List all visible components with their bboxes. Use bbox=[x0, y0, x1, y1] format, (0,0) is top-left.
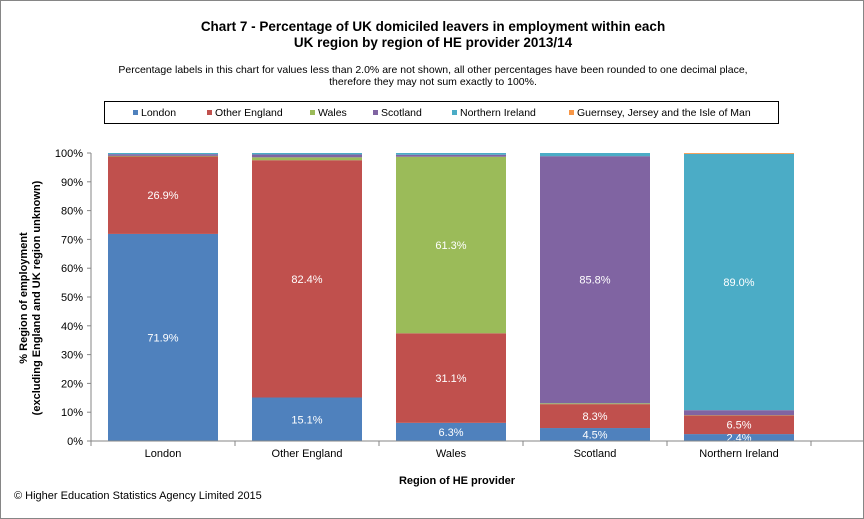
data-label: 26.9% bbox=[147, 190, 178, 202]
data-label: 61.3% bbox=[435, 240, 466, 252]
bar-segment bbox=[540, 153, 650, 157]
y-axis-title-line-2: (excluding England and UK region unknown… bbox=[31, 180, 43, 415]
bar-segment bbox=[684, 153, 794, 154]
data-label: 89.0% bbox=[723, 277, 754, 289]
data-label: 6.3% bbox=[438, 427, 463, 439]
chart-subtitle-line-1: Percentage labels in this chart for valu… bbox=[118, 64, 748, 76]
x-tick-label: Northern Ireland bbox=[699, 448, 779, 460]
y-tick-label: 60% bbox=[61, 263, 83, 275]
chart-title-line-1: Chart 7 - Percentage of UK domiciled lea… bbox=[200, 19, 666, 34]
data-label: 6.5% bbox=[726, 420, 751, 432]
data-label: 4.5% bbox=[582, 430, 607, 442]
legend-swatch-other-england bbox=[207, 110, 212, 115]
data-label: 31.1% bbox=[435, 373, 466, 385]
copyright-footer: © Higher Education Statistics Agency Lim… bbox=[14, 490, 262, 502]
chart-subtitle-line-2: therefore they may not sum exactly to 10… bbox=[329, 76, 537, 88]
data-labels-group: 71.9% 26.9% 15.1% 82.4% 6.3% 31.1% 61.3% 4.5% 8.… bbox=[147, 190, 754, 444]
bar-segment bbox=[108, 155, 218, 157]
bars-group bbox=[108, 153, 794, 441]
x-axis: London Other England Wales Scotland Northern… bbox=[90, 440, 863, 460]
x-tick-label: London bbox=[145, 448, 182, 460]
bar-segment bbox=[396, 422, 506, 441]
bar-segment bbox=[396, 153, 506, 155]
bar-segment bbox=[396, 156, 506, 334]
y-tick-label: 70% bbox=[61, 234, 83, 246]
bar-segment bbox=[108, 156, 218, 234]
legend-item-scotland: Scotland bbox=[373, 107, 422, 119]
y-tick-label: 50% bbox=[61, 292, 83, 304]
legend-swatch-scotland bbox=[373, 110, 378, 115]
x-tick-label: Other England bbox=[272, 448, 343, 460]
chart-subtitle: Percentage labels in this chart for valu… bbox=[1, 64, 864, 88]
legend-label-other-england: Other England bbox=[215, 107, 283, 119]
bar-segment bbox=[684, 410, 794, 416]
y-tick-label: 20% bbox=[61, 378, 83, 390]
chart-title-line-2: UK region by region of HE provider 2013/… bbox=[293, 35, 573, 50]
legend-label-guernsey-jersey-iom: Guernsey, Jersey and the Isle of Man bbox=[577, 107, 751, 119]
y-axis: 0% 10% 20% 30% 40% 50% 60% 70% 80% 90% 100% bbox=[55, 148, 92, 448]
legend-item-wales: Wales bbox=[310, 107, 347, 119]
chart-title: Chart 7 - Percentage of UK domiciled lea… bbox=[1, 19, 864, 51]
legend-item-northern-ireland: Northern Ireland bbox=[452, 107, 536, 119]
bar-segment bbox=[684, 153, 794, 411]
bar-segment bbox=[684, 415, 794, 435]
data-label: 15.1% bbox=[291, 414, 322, 426]
legend-swatch-london bbox=[133, 110, 138, 115]
legend-label-northern-ireland: Northern Ireland bbox=[460, 107, 536, 119]
legend-label-wales: Wales bbox=[318, 107, 347, 119]
bar-segment bbox=[108, 153, 218, 155]
bar-segment bbox=[252, 153, 362, 155]
legend-label-scotland: Scotland bbox=[381, 107, 422, 119]
chart-legend: London Other England Wales Scotland Nort… bbox=[104, 101, 779, 124]
bar-segment bbox=[684, 434, 794, 441]
bar-segment bbox=[252, 157, 362, 161]
bar-segment bbox=[540, 404, 650, 429]
data-label: 71.9% bbox=[147, 332, 178, 344]
y-tick-label: 30% bbox=[61, 350, 83, 362]
data-label: 85.8% bbox=[579, 275, 610, 287]
legend-swatch-northern-ireland bbox=[452, 110, 457, 115]
y-tick-label: 80% bbox=[61, 206, 83, 218]
legend-item-guernsey-jersey-iom: Guernsey, Jersey and the Isle of Man bbox=[569, 107, 751, 119]
data-label: 82.4% bbox=[291, 274, 322, 286]
bar-segment bbox=[540, 156, 650, 404]
bar-segment bbox=[396, 333, 506, 423]
x-axis-title: Region of HE provider bbox=[399, 475, 516, 487]
bar-segment bbox=[108, 154, 218, 156]
x-tick-label: Wales bbox=[436, 448, 467, 460]
y-tick-label: 10% bbox=[61, 407, 83, 419]
data-label: 2.4% bbox=[726, 433, 751, 445]
y-tick-label: 90% bbox=[61, 177, 83, 189]
legend-swatch-wales bbox=[310, 110, 315, 115]
y-tick-label: 40% bbox=[61, 321, 83, 333]
legend-swatch-guernsey-jersey-iom bbox=[569, 110, 574, 115]
legend-item-other-england: Other England bbox=[207, 107, 283, 119]
bar-segment bbox=[396, 154, 506, 157]
bar-segment bbox=[540, 403, 650, 405]
legend-label-london: London bbox=[141, 107, 177, 119]
y-axis-title-line-1: % Region of employment bbox=[18, 232, 30, 364]
bar-segment bbox=[252, 397, 362, 441]
bar-segment bbox=[540, 428, 650, 441]
data-label: 8.3% bbox=[582, 411, 607, 423]
bar-segment bbox=[108, 233, 218, 441]
y-tick-label: 0% bbox=[67, 436, 83, 448]
y-tick-label: 100% bbox=[55, 148, 83, 160]
x-tick-label: Scotland bbox=[574, 448, 617, 460]
bar-segment bbox=[252, 154, 362, 158]
bar-segment bbox=[252, 160, 362, 398]
legend-item-london: London bbox=[133, 107, 176, 119]
